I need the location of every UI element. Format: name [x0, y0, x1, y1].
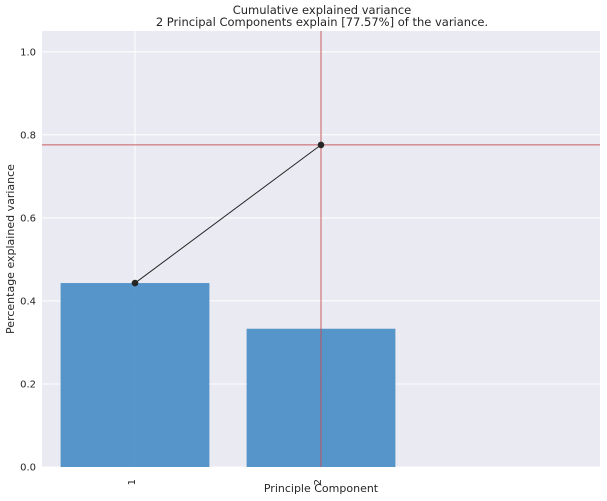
variance-bar [60, 283, 210, 467]
y-tick-label: 1.0 [20, 47, 36, 58]
y-tick-label: 0.6 [20, 213, 36, 224]
cumulative-variance-line [134, 144, 322, 284]
y-tick-label: 0.4 [20, 296, 36, 307]
y-tick-label: 0.8 [20, 130, 36, 141]
x-axis-label: Principle Component [264, 482, 379, 495]
x-tick-label: 1 [127, 479, 138, 485]
chart-subtitle: 2 Principal Components explain [77.57%] … [156, 15, 488, 29]
y-tick-label: 0.0 [20, 463, 36, 474]
cumulative-variance-point [131, 279, 139, 287]
y-axis-label: Percentage explained variance [4, 164, 17, 334]
y-tick-label: 0.2 [20, 379, 36, 390]
bar-layer [60, 283, 396, 467]
x-tick-label: 2 [313, 479, 324, 485]
cumulative-line-layer [131, 141, 325, 287]
chart-title: Cumulative explained variance [233, 3, 412, 17]
cumulative-variance-point [317, 141, 325, 149]
tick-label-layer: 0.0 0.2 0.4 0.6 0.8 1.0 1 2 [20, 47, 324, 485]
